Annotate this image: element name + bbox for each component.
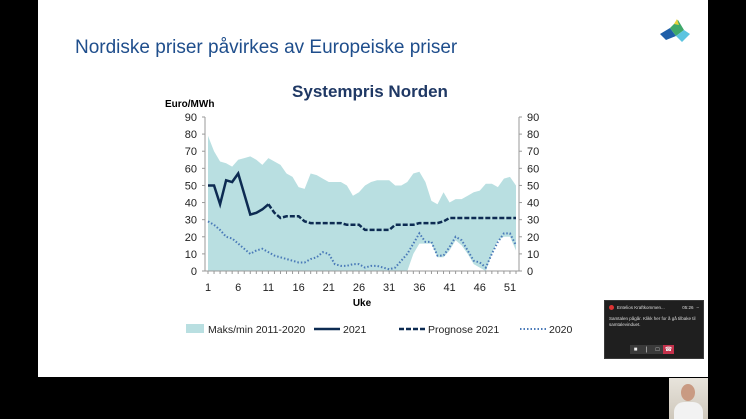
y-tick-label-right: 80: [527, 129, 539, 141]
y-tick-label-right: 10: [527, 249, 539, 261]
x-tick-label: 26: [353, 282, 365, 294]
y-tick-label-right: 70: [527, 146, 539, 158]
y-tick-label-left: 60: [185, 163, 197, 175]
x-tick-label: 51: [504, 282, 516, 294]
y-tick-label-left: 40: [185, 198, 197, 210]
y-tick-label-left: 70: [185, 146, 197, 158]
x-tick-label: 36: [413, 282, 425, 294]
x-tick-label: 11: [263, 282, 274, 294]
y-tick-label-left: 10: [185, 249, 197, 261]
series-line-prognose-2021: [267, 203, 516, 232]
company-logo-icon: [660, 19, 690, 42]
x-tick-label: 1: [205, 282, 211, 294]
call-message[interactable]: Samtalen pågår. Klikk her for å gå tilba…: [609, 316, 696, 327]
y-tick-label-right: 50: [527, 180, 539, 192]
y-tick-label-right: 30: [527, 215, 539, 227]
legend-label: Maks/min 2011-2020: [208, 324, 305, 336]
microphone-button[interactable]: |: [641, 345, 652, 354]
presentation-slide: Nordiske priser påvirkes av Europeiske p…: [38, 0, 708, 377]
participant-body: [674, 402, 703, 419]
x-tick-label: 16: [292, 282, 304, 294]
series-line-2020: [207, 220, 517, 271]
x-tick-label: 46: [474, 282, 486, 294]
series-line-2021: [208, 170, 270, 217]
minimize-button[interactable]: –: [696, 305, 699, 310]
chart-title: Systempris Norden: [292, 82, 448, 101]
x-axis-label: Uke: [353, 298, 372, 309]
legend-swatch-band: [186, 324, 204, 333]
meeting-name: Entelios Kraftkommen...: [617, 305, 665, 310]
legend-label: 2020: [549, 324, 573, 336]
y-tick-label-right: 90: [527, 112, 539, 124]
y-tick-label-right: 20: [527, 232, 539, 244]
y-axis-label: Euro/MWh: [165, 99, 214, 110]
hang-up-button[interactable]: ☎: [663, 345, 674, 354]
participant-head: [681, 384, 695, 401]
y-tick-label-right: 60: [527, 163, 539, 175]
x-tick-label: 41: [443, 282, 455, 294]
y-tick-label-left: 0: [191, 266, 197, 278]
slide-title: Nordiske priser påvirkes av Europeiske p…: [75, 37, 458, 58]
x-tick-label: 31: [383, 282, 395, 294]
y-tick-label-left: 50: [185, 180, 197, 192]
share-screen-button[interactable]: □: [652, 345, 663, 354]
x-tick-label: 6: [235, 282, 241, 294]
participant-video: [669, 378, 708, 419]
call-minimized-window[interactable]: Entelios Kraftkommen... 05:26 – Samtalen…: [604, 300, 704, 359]
y-tick-label-right: 0: [527, 266, 533, 278]
y-tick-label-left: 80: [185, 129, 197, 141]
call-time: 05:26: [682, 305, 694, 310]
y-tick-label-left: 90: [185, 112, 197, 124]
legend-label: Prognose 2021: [428, 324, 499, 336]
y-tick-label-left: 30: [185, 215, 197, 227]
x-tick-label: 21: [323, 282, 335, 294]
legend-label: 2021: [343, 324, 367, 336]
band-maks-min: [208, 135, 516, 271]
recording-icon: [609, 305, 614, 310]
y-tick-label-right: 40: [527, 198, 539, 210]
camera-button[interactable]: ■: [630, 345, 641, 354]
y-tick-label-left: 20: [185, 232, 197, 244]
